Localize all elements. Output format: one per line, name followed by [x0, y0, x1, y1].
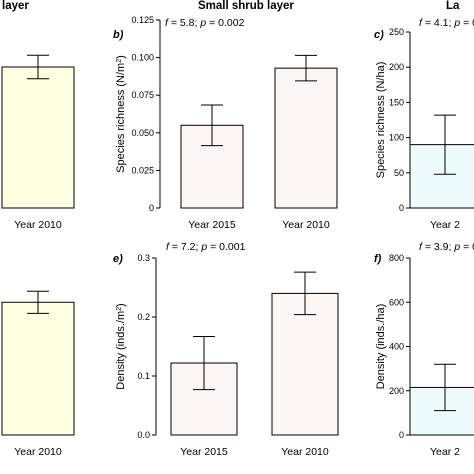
stats-label: f = 4.1; p = 0 [419, 17, 474, 29]
y-tick-label: 0.025 [131, 165, 154, 175]
stats-part: f [165, 17, 169, 29]
x-tick-label: Year 2010 [282, 219, 330, 231]
bar [271, 292, 339, 436]
y-tick-label: 0.2 [137, 312, 150, 322]
y-axis-label-main: Species richness (N/m [115, 63, 127, 173]
y-tick-label: 200 [389, 386, 404, 396]
stats-part: = 0 [460, 17, 474, 29]
stats-part: = 0.002 [206, 17, 244, 29]
header-middle: Small shrub layer [198, 0, 294, 12]
stats-part: p [453, 241, 460, 253]
panel-d: Year 2010 [1, 290, 75, 458]
stats-part: = 0 [460, 241, 474, 253]
y-tick-label: 200 [389, 62, 404, 72]
panel-label: e) [113, 253, 123, 265]
y-tick-label: 50 [394, 168, 404, 178]
y-axis-label-main: Species richness (N/ha) [375, 62, 387, 179]
stats-part: f [166, 241, 170, 253]
y-axis-label-sup: 2 [116, 59, 123, 63]
y-axis-label-main: Density (inds./ha) [375, 304, 387, 390]
panel-b: 0 0.025 0.050 0.075 0.100 0.125 b) f = 5.8; p =… [113, 15, 338, 231]
y-axis-label: Species richness (N/m2) [115, 55, 127, 173]
x-tick-label: Year 2015 [188, 219, 236, 231]
stats-part: = 3.9; [422, 241, 454, 253]
y-tick-label: 0 [149, 203, 154, 213]
y-tick-label: 0.3 [137, 253, 150, 263]
x-tick-label: Year 2015 [180, 446, 228, 458]
y-tick-label: 400 [389, 342, 404, 352]
stats-part: p [453, 17, 460, 29]
y-axis-label-main: Density (inds./m [115, 311, 127, 390]
y-tick-label: 150 [389, 97, 404, 107]
stats-label: f = 5.8; p = 0.002 [165, 17, 245, 29]
x-tick-label: Year 2 [430, 219, 460, 231]
stats-part: p [199, 17, 206, 29]
y-tick-label: 100 [389, 133, 404, 143]
y-axis-label: Density (inds./m2) [115, 303, 127, 389]
x-tick-label: Year 2 [430, 446, 460, 458]
panel-label: b) [113, 29, 124, 41]
y-tick-label: 0.125 [131, 15, 154, 25]
y-tick-label: 0.075 [131, 90, 154, 100]
stats-label: f = 3.9; p = 0 [419, 241, 474, 253]
y-tick-label: 0.100 [131, 53, 154, 63]
panel-label: c) [374, 29, 384, 41]
stats-part: p [200, 241, 207, 253]
panel-e: 0.0 0.1 0.2 0.3 e) f = 7.2; p = 0.001 Density … [113, 241, 339, 458]
panel-label: f) [374, 253, 382, 265]
x-tick-label: Year 2010 [281, 446, 329, 458]
header-right: La [446, 0, 460, 12]
panel-a: Year 2010 [1, 54, 75, 231]
x-tick-label: Year 2010 [14, 446, 62, 458]
stats-part: = 4.1; [422, 17, 454, 29]
panel-f: 0 200 400 600 800 f) f = 3.9; p = 0 Density (in… [374, 241, 474, 458]
stats-part: f [419, 241, 423, 253]
bar [274, 67, 338, 209]
bar [409, 144, 474, 209]
stats-part: = 0.001 [207, 241, 245, 253]
y-tick-label: 0 [399, 430, 404, 440]
y-tick-label: 600 [389, 297, 404, 307]
stats-part: = 7.2; [169, 241, 201, 253]
y-tick-label: 250 [389, 27, 404, 37]
y-tick-label: 800 [389, 253, 404, 263]
y-axis-label-close: ) [115, 55, 127, 59]
y-axis-label: Species richness (N/ha) [375, 62, 387, 179]
y-tick-label: 0.1 [137, 371, 150, 381]
bar [1, 66, 75, 209]
stats-part: = 5.8; [168, 17, 200, 29]
panel-c: 0 50 100 150 200 250 c) f = 4.1; p = 0 Species r… [374, 17, 474, 231]
x-tick-label: Year 2010 [14, 219, 62, 231]
stats-part: f [419, 17, 423, 29]
y-tick-label: 0.050 [131, 128, 154, 138]
y-tick-label: 0 [399, 203, 404, 213]
bar [1, 301, 75, 436]
y-tick-label: 0.0 [137, 430, 150, 440]
header-left: layer [2, 0, 29, 12]
stats-label: f = 7.2; p = 0.001 [166, 241, 246, 253]
y-axis-label: Density (inds./ha) [375, 304, 387, 390]
y-axis-label-close: ) [115, 303, 127, 307]
y-axis-label-sup: 2 [116, 307, 123, 311]
bar [409, 386, 474, 436]
